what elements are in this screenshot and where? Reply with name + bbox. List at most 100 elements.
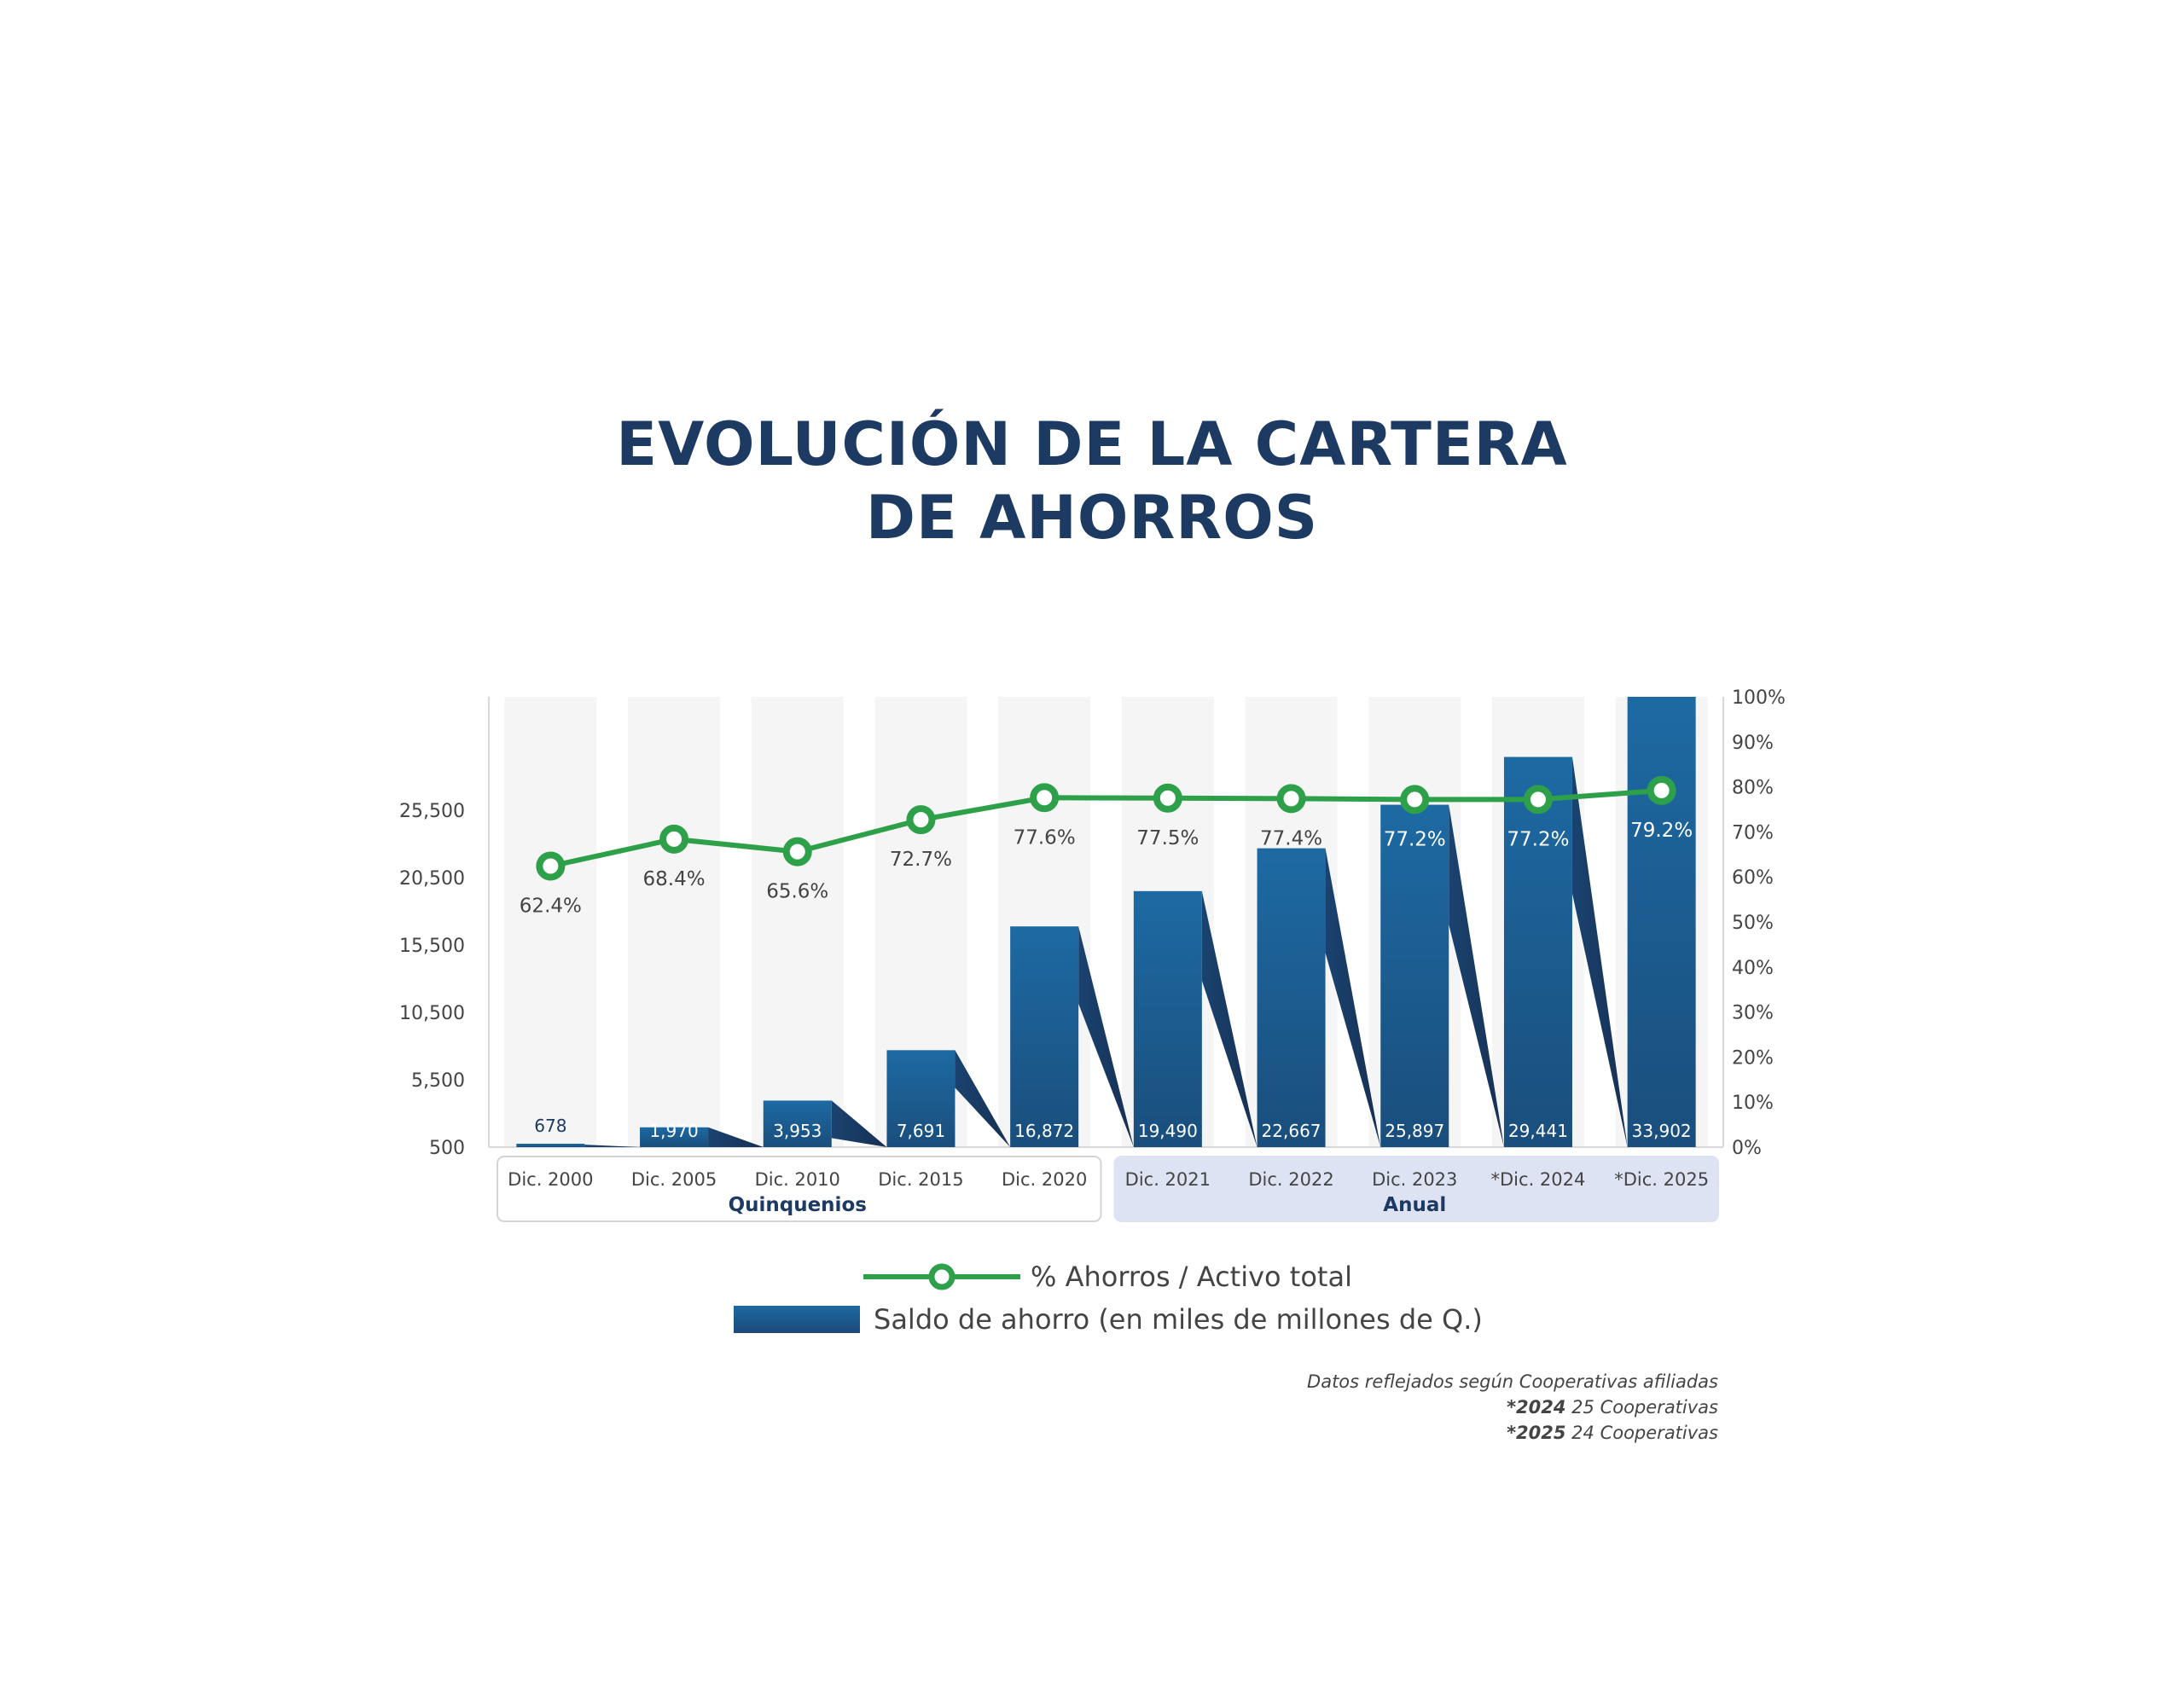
bar	[886, 1050, 956, 1147]
right-tick-label: 20%	[1732, 1047, 1774, 1069]
percent-point	[1030, 783, 1060, 813]
legend-bar-swatch	[734, 1306, 860, 1333]
background-stripe	[628, 697, 721, 1147]
bar-value-label: 33,902	[1632, 1121, 1692, 1141]
right-tick-label: 40%	[1732, 958, 1774, 979]
left-tick-label: 15,500	[399, 936, 465, 957]
bar-value-label: 29,441	[1508, 1121, 1568, 1141]
legend-line-symbol	[863, 1263, 1020, 1290]
bar-value-label: 7,691	[897, 1121, 945, 1141]
category-label: *Dic. 2024	[1491, 1169, 1586, 1190]
category-label: Dic. 2000	[508, 1169, 593, 1190]
category-label: *Dic. 2025	[1614, 1169, 1709, 1190]
left-tick-label: 5,500	[411, 1070, 465, 1092]
percent-point	[1523, 785, 1553, 815]
legend-line-label: % Ahorros / Activo total	[1031, 1261, 1352, 1293]
footnote-2024-text: 25 Cooperativas	[1565, 1397, 1718, 1417]
footnotes: Datos reflejados según Cooperativas afil…	[1307, 1369, 1718, 1446]
title-line-2: DE AHORROS	[865, 483, 1319, 553]
footnote-2024: *2024 25 Cooperativas	[1307, 1394, 1718, 1420]
category-label: Dic. 2021	[1125, 1169, 1211, 1190]
bar-value-label: 19,490	[1138, 1121, 1198, 1141]
bar-connector	[1078, 926, 1134, 1147]
legend-line-item: % Ahorros / Activo total	[860, 1261, 1352, 1293]
left-tick-label: 25,500	[399, 801, 465, 822]
legend-bar-item: Saldo de ahorro (en miles de millones de…	[734, 1303, 1483, 1336]
bar-connector	[1325, 848, 1381, 1147]
category-label: Dic. 2015	[878, 1169, 963, 1190]
category-label: Dic. 2010	[755, 1169, 840, 1190]
percent-label: 68.4%	[643, 868, 706, 890]
bar-connector	[831, 1100, 887, 1147]
group-label: Anual	[1383, 1194, 1446, 1216]
bar	[1627, 697, 1696, 1147]
bar-value-label: 22,667	[1262, 1121, 1321, 1141]
right-tick-label: 0%	[1732, 1138, 1762, 1159]
right-tick-label: 10%	[1732, 1093, 1774, 1114]
right-tick-label: 70%	[1732, 822, 1774, 844]
bar	[1380, 804, 1449, 1147]
group-label: Quinquenios	[729, 1194, 867, 1216]
percent-point	[1153, 783, 1182, 813]
left-tick-label: 20,500	[399, 868, 465, 890]
percent-label: 77.2%	[1507, 828, 1569, 850]
bar-connector	[955, 1050, 1011, 1147]
bar-value-label: 25,897	[1385, 1121, 1444, 1141]
percent-label: 62.4%	[520, 896, 582, 918]
footnote-2025: *2025 24 Cooperativas	[1307, 1420, 1718, 1446]
bar-connector	[708, 1127, 764, 1147]
percent-label: 77.2%	[1384, 828, 1446, 850]
right-tick-label: 100%	[1732, 687, 1786, 709]
bar-connector	[1449, 804, 1504, 1147]
bar	[1010, 926, 1079, 1147]
bar-value-label: 1,970	[649, 1121, 698, 1141]
percent-point	[659, 824, 689, 854]
percent-point	[1276, 784, 1306, 814]
legend-bar-label: Saldo de ahorro (en miles de millones de…	[874, 1303, 1483, 1336]
left-tick-label: 10,500	[399, 1003, 465, 1024]
right-tick-label: 50%	[1732, 913, 1774, 934]
bar-value-label: 16,872	[1014, 1121, 1074, 1141]
footnote-2024-year: *2024	[1507, 1397, 1566, 1417]
category-label: Dic. 2005	[631, 1169, 717, 1190]
background-stripe	[751, 697, 844, 1147]
bar-connector	[1571, 757, 1628, 1147]
percent-line	[549, 787, 1662, 869]
bar-connector	[1201, 890, 1258, 1147]
bar-value-label: 678	[534, 1116, 566, 1136]
bar	[640, 1127, 709, 1147]
category-label: Dic. 2022	[1248, 1169, 1333, 1190]
category-label: Dic. 2020	[1002, 1169, 1087, 1190]
percent-point	[536, 851, 566, 881]
right-tick-label: 30%	[1732, 1003, 1774, 1024]
footnote-source: Datos reflejados según Cooperativas afil…	[1307, 1371, 1718, 1392]
percent-point	[906, 805, 936, 835]
right-tick-label: 60%	[1732, 867, 1774, 889]
chart-title: EVOLUCIÓN DE LA CARTERA DE AHORROS	[0, 408, 2184, 554]
bar	[516, 1144, 585, 1147]
left-tick-label: 500	[429, 1138, 465, 1159]
percent-point	[782, 837, 812, 867]
background-stripe	[504, 697, 597, 1147]
percent-label: 77.6%	[1014, 826, 1076, 849]
percent-point	[1400, 785, 1430, 815]
bar	[1257, 848, 1326, 1147]
percent-label: 77.4%	[1260, 827, 1322, 849]
right-tick-label: 90%	[1732, 733, 1774, 754]
percent-label: 65.6%	[766, 881, 828, 903]
bar-value-label: 3,953	[773, 1121, 822, 1141]
title-line-1: EVOLUCIÓN DE LA CARTERA	[616, 409, 1568, 479]
percent-point	[1647, 775, 1676, 805]
bar	[1133, 890, 1202, 1147]
footnote-2025-text: 24 Cooperativas	[1565, 1423, 1718, 1443]
bar-connector	[584, 1145, 641, 1147]
right-tick-label: 80%	[1732, 778, 1774, 799]
bar	[1503, 757, 1572, 1147]
group-box-quinquenios	[497, 1156, 1102, 1222]
group-box-anual	[1113, 1156, 1719, 1222]
category-label: Dic. 2023	[1372, 1169, 1457, 1190]
percent-label: 77.5%	[1136, 827, 1199, 849]
bar	[763, 1100, 832, 1147]
percent-label: 79.2%	[1630, 820, 1693, 842]
